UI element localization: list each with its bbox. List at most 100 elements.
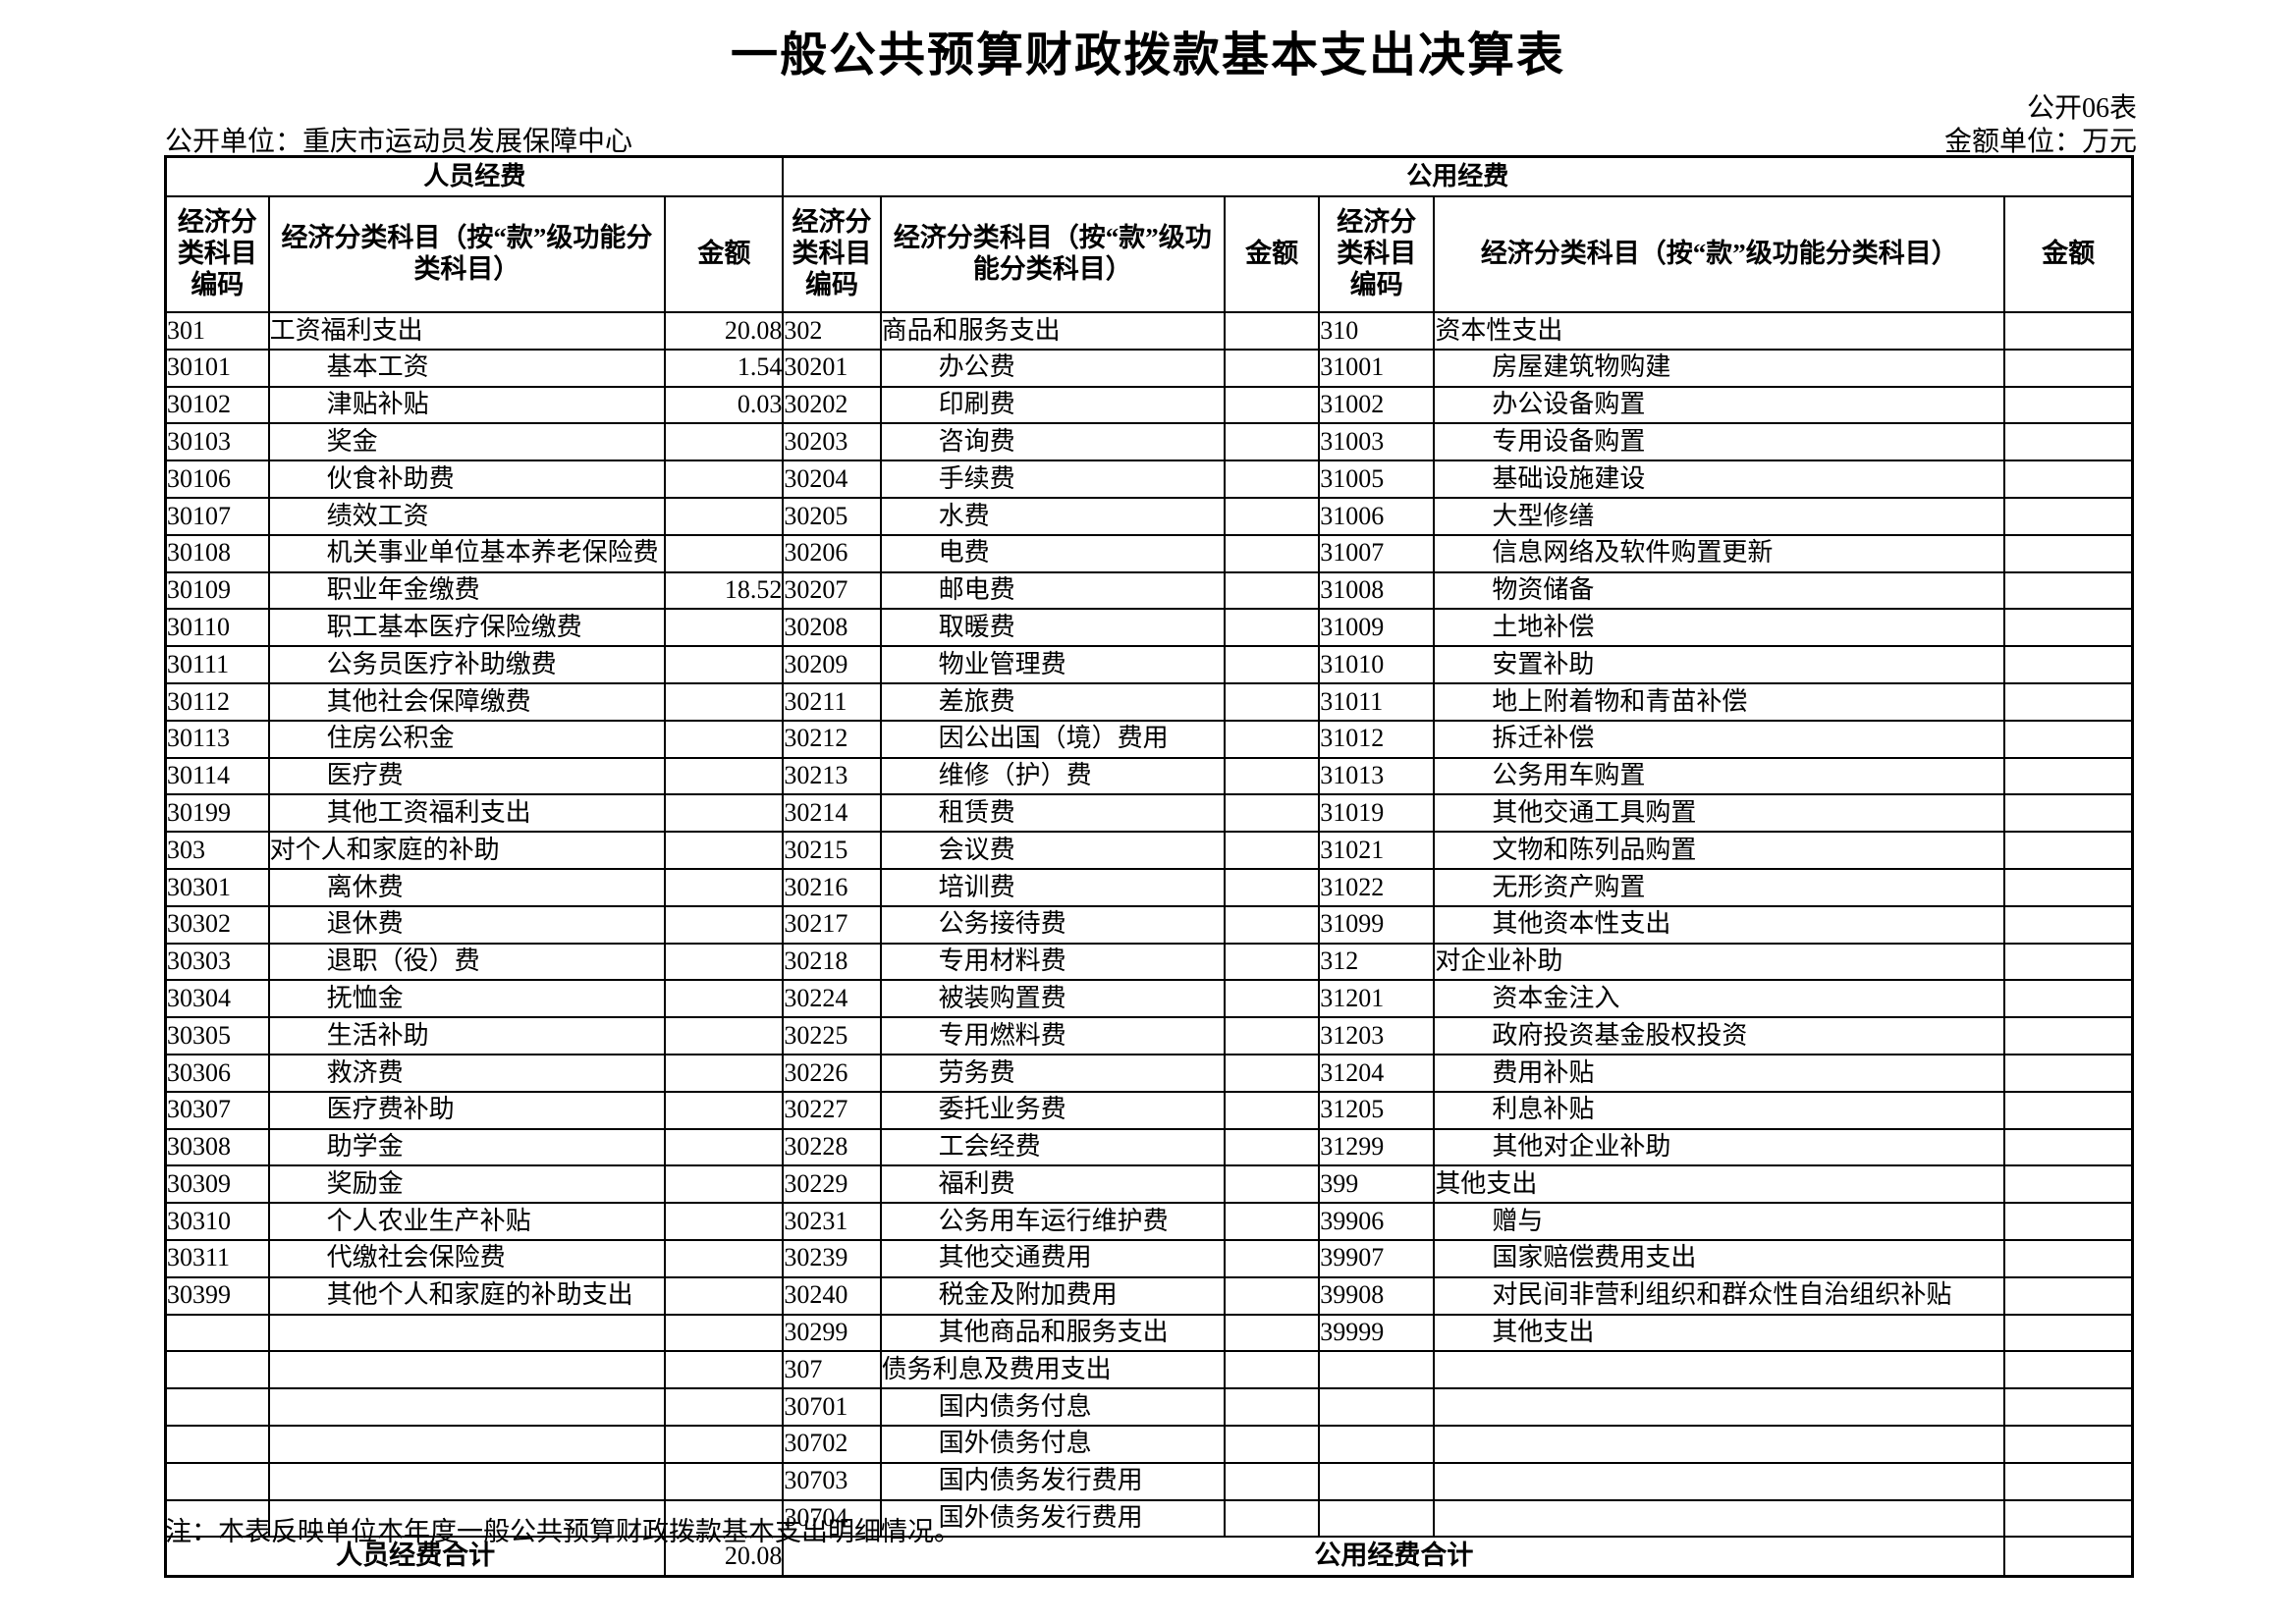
cell-name: 专用设备购置: [1433, 422, 2006, 462]
cell-amount: [1224, 1016, 1321, 1055]
cell-name: 公务用车购置: [1433, 756, 2006, 796]
cell-amount: [1224, 756, 1321, 796]
cell-amount: 1.54: [664, 348, 785, 388]
public-total-label: 公用经费合计: [782, 1536, 2006, 1578]
cell-name: 福利费: [879, 1164, 1227, 1205]
cell-amount: [2003, 1387, 2134, 1427]
cell-amount: [2003, 979, 2134, 1019]
cell-name: [1433, 1498, 2006, 1539]
cell-name: 对民间非营利组织和群众性自治组织补贴: [1433, 1275, 2006, 1316]
cell-code: 31099: [1318, 904, 1436, 945]
cell-amount: [2003, 942, 2134, 982]
personnel-total-label: 人员经费合计: [164, 1536, 667, 1578]
cell-name: 赠与: [1433, 1202, 2006, 1241]
cell-amount: [664, 756, 785, 796]
cell-code: 31002: [1318, 385, 1436, 425]
table-row: 30114 医疗费 30213 维修（护）费 31013 公务用车购置: [164, 756, 2134, 796]
cell-name: 对个人和家庭的补助: [267, 831, 667, 870]
cell-name: 国外债务付息: [879, 1424, 1227, 1464]
cell-code: 30303: [164, 942, 270, 982]
table-row: 30302 退休费 30217 公务接待费 31099 其他资本性支出: [164, 904, 2134, 945]
cell-amount: [2003, 1498, 2134, 1539]
cell-code: 30202: [782, 385, 882, 425]
cell-code: 30213: [782, 756, 882, 796]
cell-name: 国内债务付息: [879, 1387, 1227, 1427]
cell-code: 307: [782, 1350, 882, 1390]
cell-amount: [1224, 570, 1321, 611]
cell-amount: [1224, 793, 1321, 834]
cell-code: 30207: [782, 570, 882, 611]
cell-name: 会议费: [879, 831, 1227, 870]
cell-name: 公务员医疗补助缴费: [267, 645, 667, 684]
cell-code: 30704: [782, 1498, 882, 1539]
cell-code: 30702: [782, 1424, 882, 1464]
cell-name: 工会经费: [879, 1127, 1227, 1167]
cell-code: 30308: [164, 1127, 270, 1167]
cell-amount: [664, 1461, 785, 1501]
cell-amount: [664, 719, 785, 759]
cell-code: [164, 1461, 270, 1501]
cell-code: [1318, 1387, 1436, 1427]
cell-code: 31299: [1318, 1127, 1436, 1167]
table-row: 30299 其他商品和服务支出 39999 其他支出: [164, 1313, 2134, 1353]
cell-name: 公务接待费: [879, 904, 1227, 945]
cell-code: 30306: [164, 1053, 270, 1093]
cell-name: 公务用车运行维护费: [879, 1202, 1227, 1241]
cell-code: 30229: [782, 1164, 882, 1205]
cell-amount: [1224, 348, 1321, 388]
cell-name: 邮电费: [879, 570, 1227, 611]
cell-code: 39908: [1318, 1275, 1436, 1316]
cell-name: 助学金: [267, 1127, 667, 1167]
cell-amount: [2003, 719, 2134, 759]
table-row: 30306 救济费 30226 劳务费 31204 费用补贴: [164, 1053, 2134, 1093]
cell-name: 土地补偿: [1433, 608, 2006, 648]
cell-amount: [2003, 1238, 2134, 1278]
cell-name: 伙食补助费: [267, 460, 667, 499]
cell-amount: [1224, 608, 1321, 648]
cell-amount: [1224, 385, 1321, 425]
cell-amount: [664, 867, 785, 907]
cell-amount: [1224, 311, 1321, 351]
cell-name: [1433, 1387, 2006, 1427]
table-body: 301 工资福利支出 20.08 302 商品和服务支出 310 资本性支出 30101 基本工…: [164, 311, 2134, 1539]
col-header-amount-2: 金额: [1224, 195, 1321, 313]
cell-amount: [1224, 867, 1321, 907]
cell-code: 30201: [782, 348, 882, 388]
cell-code: 31001: [1318, 348, 1436, 388]
cell-amount: [664, 1016, 785, 1055]
cell-amount: [2003, 1164, 2134, 1205]
cell-code: 30703: [782, 1461, 882, 1501]
cell-code: [1318, 1350, 1436, 1390]
cell-name: 对企业补助: [1433, 942, 2006, 982]
cell-amount: [1224, 1202, 1321, 1241]
cell-code: 30701: [782, 1387, 882, 1427]
table-row: 30199 其他工资福利支出 30214 租赁费 31019 其他交通工具购置: [164, 793, 2134, 834]
cell-amount: [2003, 756, 2134, 796]
cell-code: [164, 1387, 270, 1427]
table-row: 30301 离休费 30216 培训费 31022 无形资产购置: [164, 867, 2134, 907]
cell-code: 31203: [1318, 1016, 1436, 1055]
cell-name: 绩效工资: [267, 496, 667, 536]
cell-amount: [664, 608, 785, 648]
cell-amount: [2003, 645, 2134, 684]
cell-code: 30311: [164, 1238, 270, 1278]
cell-name: 国家赔偿费用支出: [1433, 1238, 2006, 1278]
cell-code: [1318, 1424, 1436, 1464]
cell-name: 费用补贴: [1433, 1053, 2006, 1093]
cell-code: 30228: [782, 1127, 882, 1167]
cell-name: 奖金: [267, 422, 667, 462]
cell-amount: [2003, 681, 2134, 722]
col-header-code-3: 经济分类科目编码: [1318, 195, 1436, 313]
cell-amount: [1224, 1424, 1321, 1464]
cell-amount: [664, 979, 785, 1019]
cell-amount: [2003, 904, 2134, 945]
cell-amount: [1224, 1498, 1321, 1539]
cell-amount: 0.03: [664, 385, 785, 425]
cell-name: 基本工资: [267, 348, 667, 388]
cell-name: [267, 1461, 667, 1501]
cell-name: 取暖费: [879, 608, 1227, 648]
cell-code: 30214: [782, 793, 882, 834]
cell-name: 房屋建筑物购建: [1433, 348, 2006, 388]
table-row: 301 工资福利支出 20.08 302 商品和服务支出 310 资本性支出: [164, 311, 2134, 351]
table-row: 30108 机关事业单位基本养老保险费 30206 电费 31007 信息网络及软件购置更…: [164, 533, 2134, 573]
